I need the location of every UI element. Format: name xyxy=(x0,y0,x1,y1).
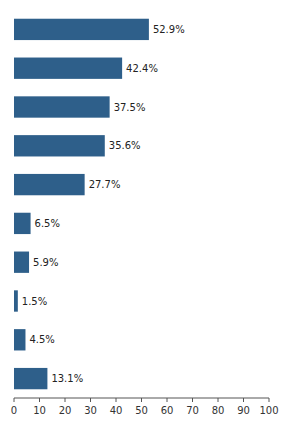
tick-mark xyxy=(65,398,66,402)
tick-label: 20 xyxy=(59,405,72,416)
tick-mark xyxy=(39,398,40,402)
tick-label: 90 xyxy=(237,405,250,416)
tick-mark xyxy=(218,398,219,402)
data-label: 42.4% xyxy=(126,63,158,74)
tick-label: 30 xyxy=(84,405,97,416)
bar xyxy=(14,329,25,350)
data-label: 13.1% xyxy=(51,373,83,384)
x-axis: 0 10 20 30 40 50 60 70 80 90 100 xyxy=(11,398,279,416)
tick-mark xyxy=(167,398,168,402)
tick-mark xyxy=(141,398,142,402)
bar xyxy=(14,135,105,156)
tick-mark xyxy=(243,398,244,402)
bar xyxy=(14,368,47,389)
tick-label: 80 xyxy=(212,405,225,416)
tick-label: 60 xyxy=(161,405,174,416)
data-label: 6.5% xyxy=(35,218,60,229)
tick-mark xyxy=(116,398,117,402)
bar xyxy=(14,58,122,79)
tick-label: 100 xyxy=(259,405,278,416)
bars xyxy=(14,19,149,390)
tick-mark xyxy=(14,398,15,402)
data-labels: 52.9% 42.4% 37.5% 35.6% 27.7% 6.5% 5.9% 1.5% 4.5… xyxy=(22,24,185,384)
data-label: 1.5% xyxy=(22,296,47,307)
chart-container: 52.9% 42.4% 37.5% 35.6% 27.7% 6.5% 5.9% 1.5% 4.5… xyxy=(0,0,285,430)
bar xyxy=(14,213,31,234)
tick-mark xyxy=(269,398,270,402)
bar xyxy=(14,19,149,40)
data-label: 5.9% xyxy=(33,257,58,268)
tick-mark xyxy=(90,398,91,402)
bar xyxy=(14,174,85,195)
bar xyxy=(14,96,110,117)
data-label: 27.7% xyxy=(89,179,121,190)
tick-label: 70 xyxy=(186,405,199,416)
tick-label: 10 xyxy=(33,405,46,416)
chart-svg: 52.9% 42.4% 37.5% 35.6% 27.7% 6.5% 5.9% 1.5% 4.5… xyxy=(0,0,285,430)
bar xyxy=(14,252,29,273)
data-label: 37.5% xyxy=(114,102,146,113)
bar xyxy=(14,290,18,311)
data-label: 35.6% xyxy=(109,140,141,151)
tick-label: 50 xyxy=(135,405,148,416)
tick-label: 0 xyxy=(11,405,17,416)
data-label: 4.5% xyxy=(29,334,54,345)
data-label: 52.9% xyxy=(153,24,185,35)
tick-mark xyxy=(192,398,193,402)
tick-label: 40 xyxy=(110,405,123,416)
